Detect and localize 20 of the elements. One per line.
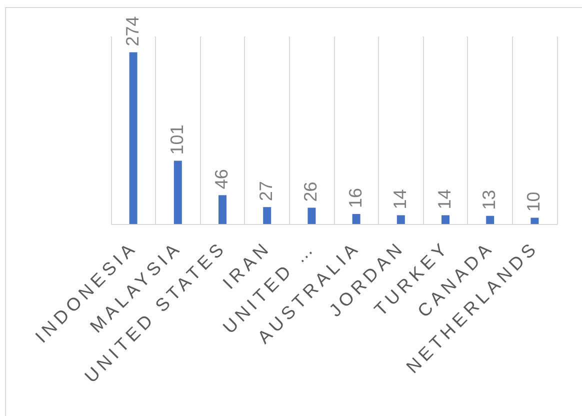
bar xyxy=(308,208,316,224)
data-label: 16 xyxy=(345,188,366,208)
data-label: 13 xyxy=(479,190,500,210)
bar xyxy=(174,160,182,224)
bar xyxy=(218,195,226,224)
data-label: 26 xyxy=(300,182,321,202)
bar xyxy=(486,216,494,224)
data-label: 101 xyxy=(166,124,187,155)
data-label: 27 xyxy=(256,181,276,202)
data-label: 14 xyxy=(390,189,410,210)
data-label: 14 xyxy=(434,189,454,210)
data-label: 274 xyxy=(122,16,142,46)
bar xyxy=(530,218,539,224)
bar xyxy=(129,52,138,224)
data-label: 10 xyxy=(524,192,544,212)
bar xyxy=(263,207,272,224)
bar xyxy=(396,215,405,224)
data-label: 46 xyxy=(212,169,232,190)
bar xyxy=(352,214,360,224)
bar xyxy=(442,215,450,224)
